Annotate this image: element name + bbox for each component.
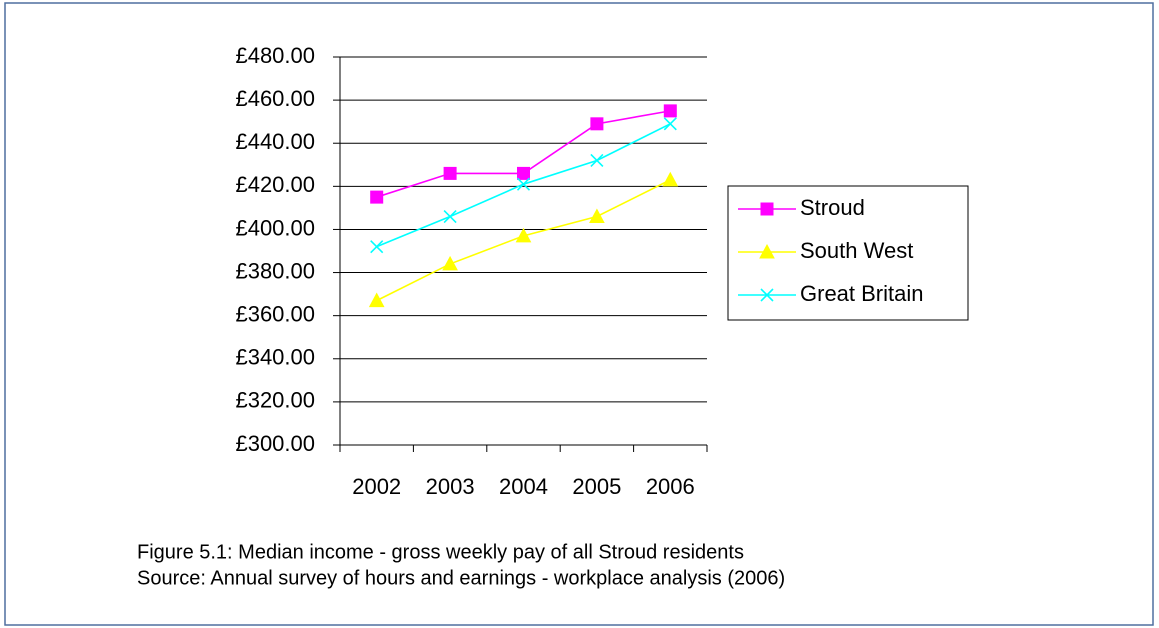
y-tick-label: £320.00 bbox=[235, 388, 315, 413]
legend-marker bbox=[760, 288, 774, 302]
data-point bbox=[442, 255, 458, 271]
frame bbox=[4, 2, 1154, 626]
caption: Source: Annual survey of hours and earni… bbox=[137, 567, 785, 589]
data-point bbox=[517, 166, 530, 180]
y-tick-label: £380.00 bbox=[235, 258, 315, 283]
x-tick-label: 2004 bbox=[499, 474, 548, 499]
data-point bbox=[516, 177, 531, 191]
y-tick-label: £460.00 bbox=[235, 86, 315, 111]
x-tick-label: 2003 bbox=[426, 474, 475, 499]
legend-label: South West bbox=[800, 238, 913, 263]
data-point bbox=[368, 292, 385, 308]
data-point bbox=[443, 166, 457, 180]
y-tick-label: £420.00 bbox=[235, 172, 315, 197]
data-point bbox=[590, 117, 604, 131]
data-point bbox=[663, 117, 677, 131]
y-tick-label: £440.00 bbox=[235, 129, 315, 154]
x-tick-label: 2002 bbox=[352, 474, 401, 499]
data-point bbox=[589, 208, 605, 224]
legend-label: Stroud bbox=[800, 195, 865, 220]
y-tick-label: £400.00 bbox=[235, 215, 315, 240]
data-point bbox=[663, 104, 677, 118]
y-tick-label: £360.00 bbox=[235, 301, 315, 326]
legend-label: Great Britain bbox=[800, 281, 924, 306]
data-point bbox=[370, 240, 384, 254]
data-point bbox=[370, 190, 384, 204]
legend-marker bbox=[760, 202, 774, 216]
data-point bbox=[662, 171, 679, 187]
data-point bbox=[590, 153, 604, 168]
y-tick-label: £340.00 bbox=[235, 345, 315, 370]
data-point bbox=[443, 209, 457, 224]
x-tick-label: 2005 bbox=[572, 474, 621, 499]
x-tick-label: 2006 bbox=[646, 474, 695, 499]
data-point bbox=[515, 227, 532, 243]
y-tick-label: £300.00 bbox=[235, 431, 315, 456]
y-tick-label: £480.00 bbox=[235, 43, 315, 68]
legend-marker bbox=[759, 243, 775, 259]
caption: Figure 5.1: Median income - gross weekly… bbox=[137, 541, 744, 563]
